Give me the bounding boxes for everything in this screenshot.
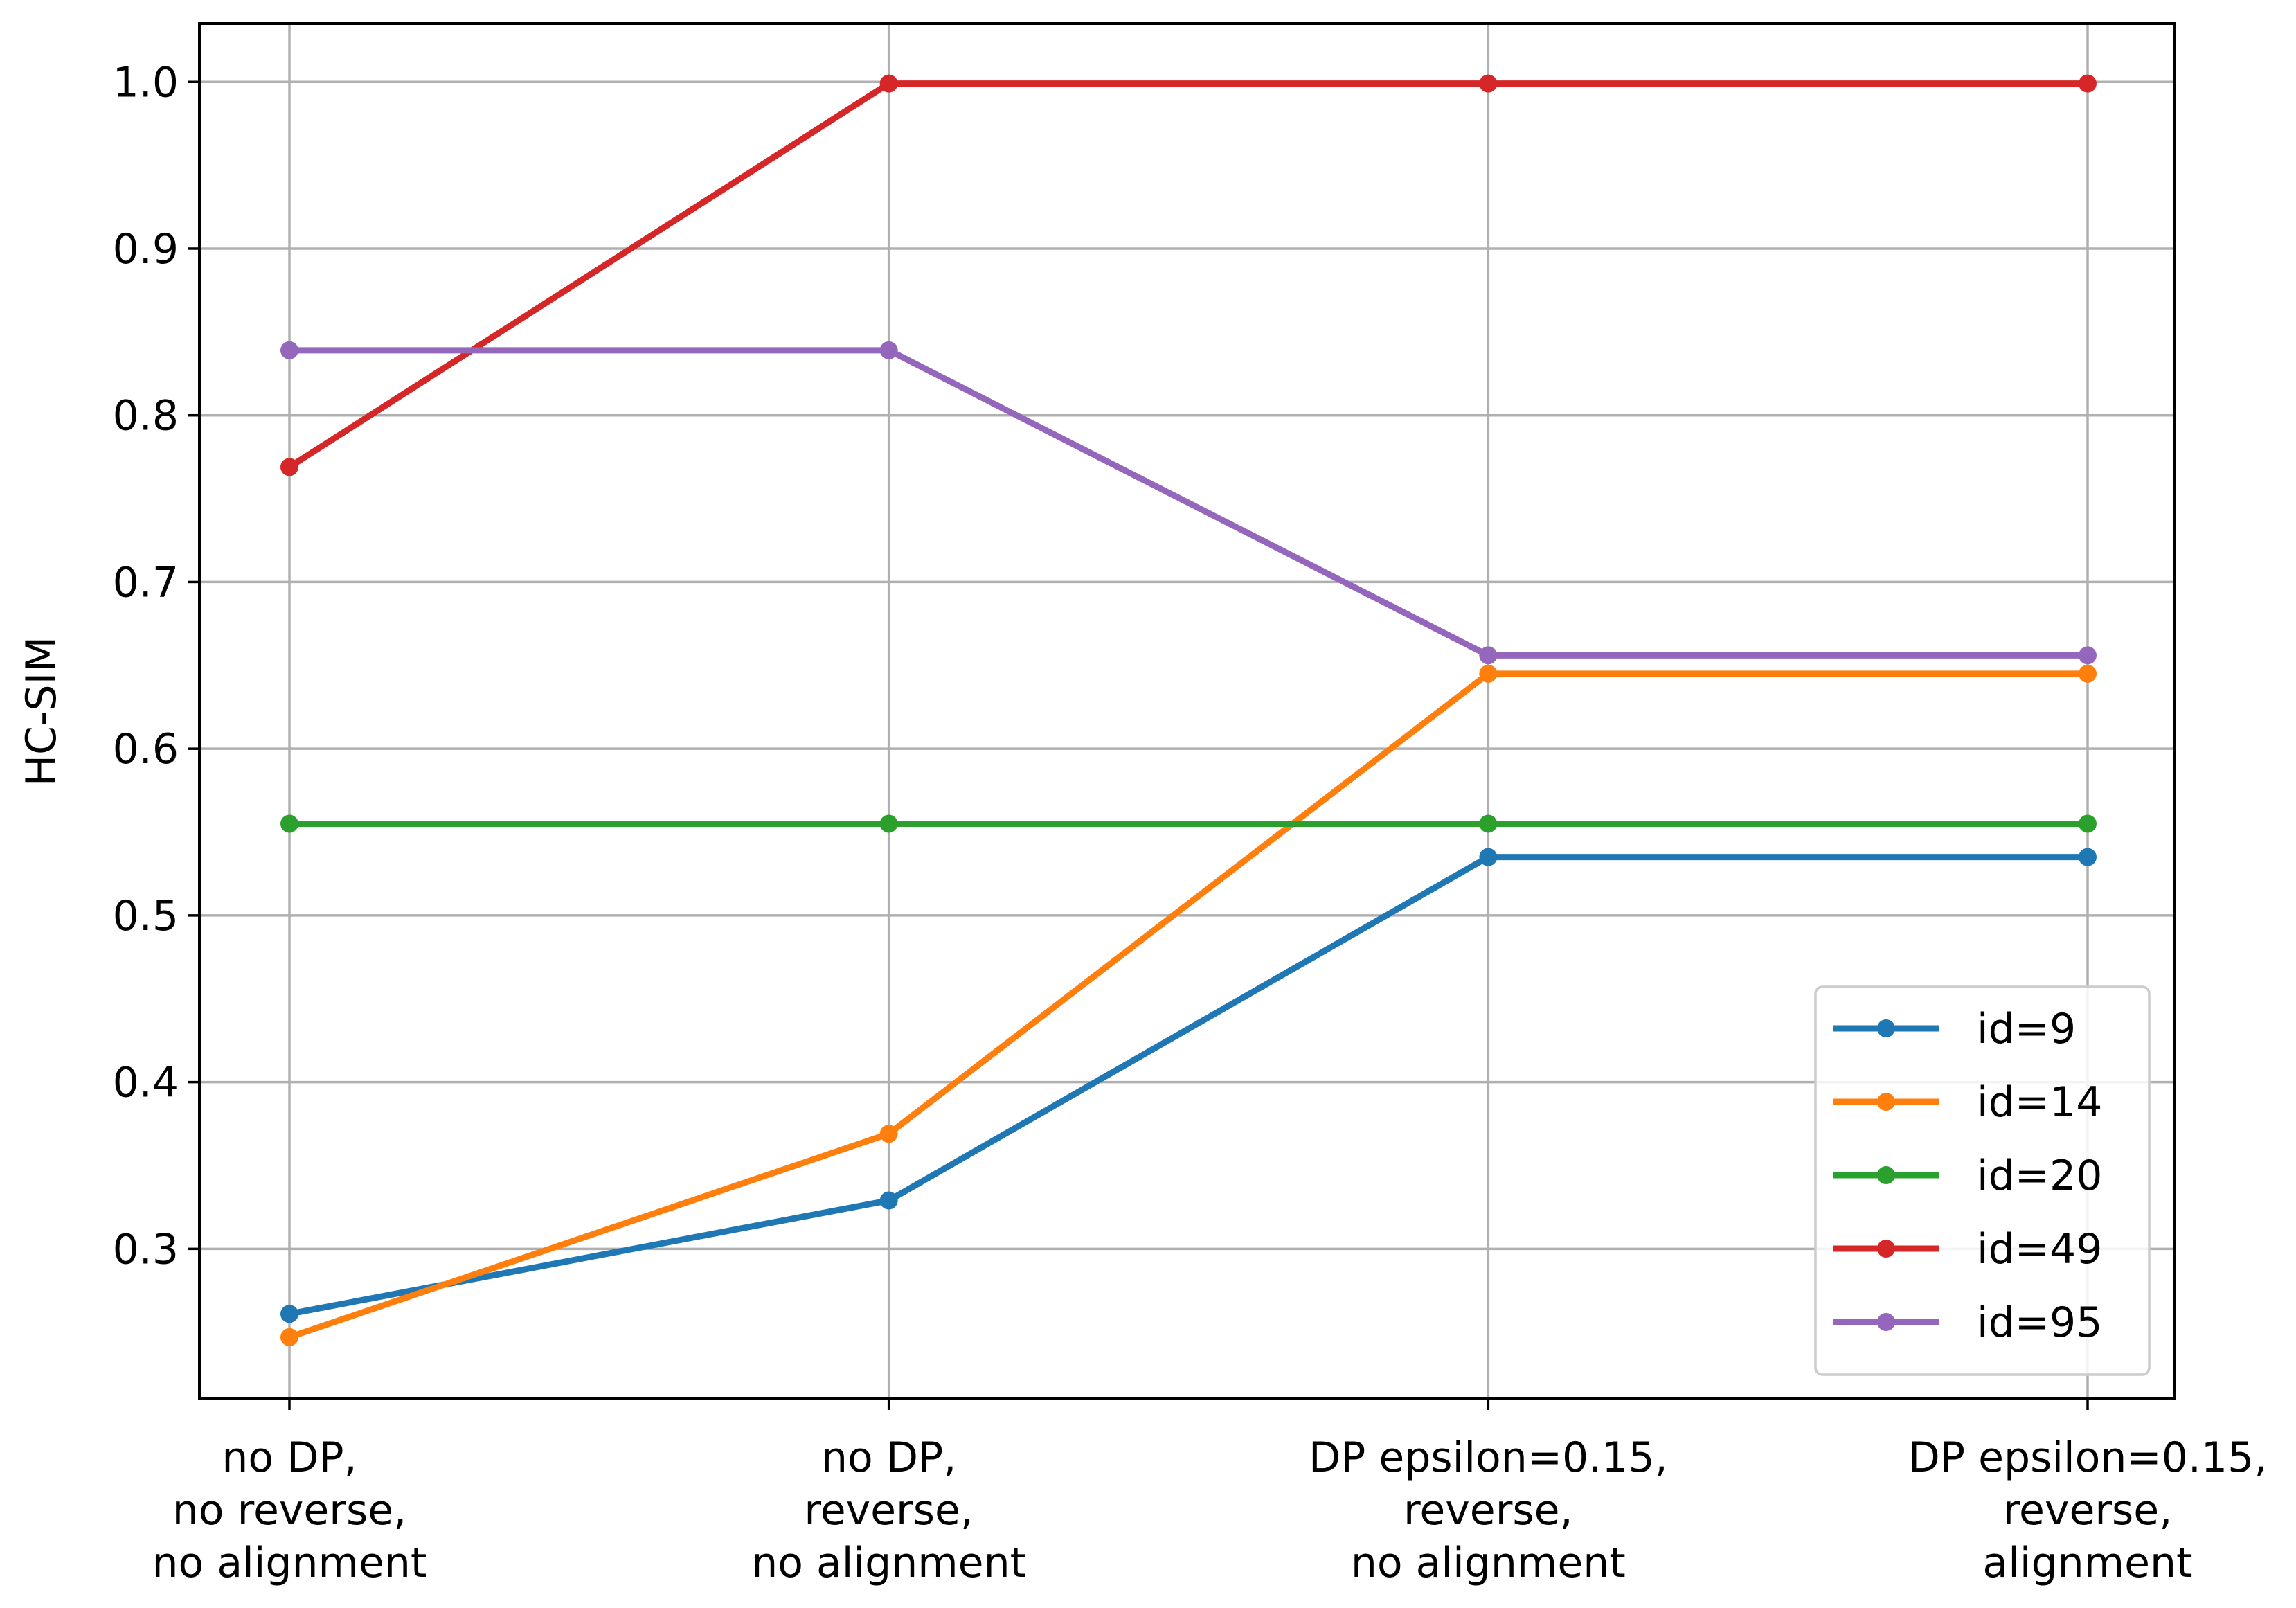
x-tick-label: no alignment (751, 1539, 1026, 1587)
x-tick-label: no DP, (821, 1433, 956, 1482)
data-point (1479, 664, 1498, 683)
legend-label: id=49 (1977, 1225, 2102, 1274)
x-tick-label: no reverse, (172, 1486, 406, 1535)
legend: id=9 id=14 id=20 id=49 id=95 (1814, 985, 2151, 1376)
legend-marker (1877, 1093, 1895, 1111)
data-point (879, 1125, 898, 1143)
legend-label: id=95 (1977, 1298, 2102, 1347)
series-line (286, 347, 2091, 659)
plot-frame (198, 22, 2176, 1400)
x-tick-label: no DP, (222, 1433, 357, 1482)
data-point (879, 1191, 898, 1210)
series-id-9 (280, 848, 2097, 1323)
x-tick-label: no alignment (152, 1539, 427, 1587)
x-tick-label: DP epsilon=0.15, (1908, 1433, 2268, 1482)
y-tick-label: 0.5 (113, 892, 179, 940)
series-group (280, 74, 2097, 1346)
data-point (2079, 814, 2097, 833)
legend-marker (1877, 1240, 1895, 1258)
data-point (879, 814, 898, 833)
x-tick-label: reverse, (2003, 1486, 2173, 1535)
y-tick-label: 0.8 (113, 392, 179, 440)
legend-marker (1877, 1166, 1895, 1184)
series-id-95 (280, 341, 2097, 665)
x-tick-label: reverse, (1403, 1486, 1573, 1535)
x-tick-label: no alignment (1351, 1539, 1626, 1587)
y-tick-label: 0.7 (113, 558, 179, 607)
x-tick-label: alignment (1982, 1539, 2192, 1587)
data-point (1479, 848, 1498, 866)
data-point (879, 74, 898, 93)
data-point (280, 341, 298, 359)
data-point (2079, 664, 2097, 683)
y-tick-label: 0.9 (113, 225, 179, 274)
legend-box (1814, 985, 2151, 1376)
y-tick-label: 0.4 (113, 1059, 179, 1107)
series-line (285, 854, 2091, 1318)
y-tick-label: 0.6 (113, 725, 179, 774)
series-id-14 (280, 664, 2097, 1346)
data-point (280, 1305, 298, 1323)
series-line (285, 80, 2091, 472)
y-axis: 0.3 0.4 0.5 0.6 0.7 0.8 0.9 1.0 (113, 58, 199, 1274)
legend-label: id=9 (1977, 1005, 2076, 1053)
grid (199, 24, 2174, 1399)
data-point (2079, 74, 2097, 93)
series-line (285, 670, 2091, 1341)
legend-label: id=20 (1977, 1152, 2102, 1200)
x-tick-label: reverse, (804, 1486, 974, 1535)
y-tick-label: 1.0 (113, 58, 179, 107)
legend-marker (1877, 1019, 1895, 1037)
data-point (280, 458, 298, 476)
legend-label: id=14 (1977, 1078, 2102, 1127)
data-point (280, 1328, 298, 1346)
data-point (2079, 848, 2097, 866)
series-id-49 (280, 74, 2097, 476)
y-tick-label: 0.3 (113, 1225, 179, 1274)
data-point (280, 814, 298, 833)
data-point (1479, 74, 1498, 93)
data-point (879, 341, 898, 359)
data-point (1479, 814, 1498, 833)
data-point (1479, 646, 1498, 665)
x-tick-label: DP epsilon=0.15, (1309, 1433, 1668, 1482)
legend-marker (1877, 1313, 1895, 1331)
series-id-20 (280, 814, 2097, 833)
y-axis-label: HC-SIM (17, 636, 66, 786)
data-point (2079, 646, 2097, 665)
